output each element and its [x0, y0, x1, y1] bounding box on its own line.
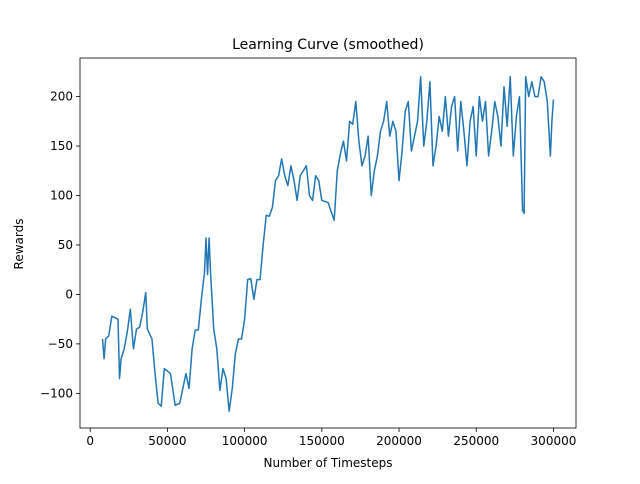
y-tick-label: 200: [50, 90, 73, 104]
x-tick-label: 150000: [299, 434, 345, 448]
y-tick-label: 100: [50, 189, 73, 203]
y-tick-label: 0: [65, 287, 73, 301]
x-tick-label: 50000: [148, 434, 186, 448]
x-axis-label: Number of Timesteps: [264, 456, 393, 470]
y-tick-label: −100: [40, 386, 73, 400]
plot-frame: [79, 57, 577, 429]
y-tick-label: 150: [50, 139, 73, 153]
x-tick-label: 0: [86, 434, 94, 448]
line: [101, 76, 555, 412]
x-tick-label: 250000: [453, 434, 499, 448]
x-tick-label: 100000: [222, 434, 268, 448]
y-tick-label: −50: [48, 337, 73, 351]
x-tick-label: 200000: [376, 434, 422, 448]
y-axis-label: Rewards: [12, 219, 26, 270]
x-tick-label: 300000: [531, 434, 577, 448]
chart-title: Learning Curve (smoothed): [232, 37, 424, 53]
y-tick-label: 50: [58, 238, 73, 252]
